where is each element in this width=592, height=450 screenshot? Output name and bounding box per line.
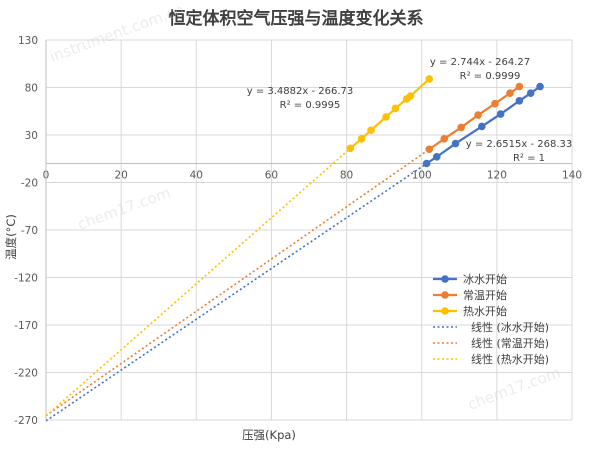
gridlines (45, 39, 573, 421)
x-tick-label: 100 (412, 170, 432, 182)
x-tick-label: 80 (340, 170, 353, 182)
data-point (440, 135, 449, 143)
legend-marker (441, 275, 449, 283)
x-tick-label: 40 (190, 170, 203, 182)
data-point (491, 99, 499, 108)
y-axis-label: 温度(°C) (4, 214, 18, 260)
data-point (422, 159, 431, 168)
data-point (536, 82, 544, 91)
watermark: chem17.com (465, 363, 563, 413)
data-point (515, 97, 524, 105)
data-point (391, 104, 400, 113)
x-tick-label: 20 (114, 170, 127, 182)
data-point (432, 153, 441, 161)
data-point (478, 122, 486, 131)
data-point (425, 145, 434, 154)
x-axis-label: 压强(Kpa) (242, 428, 296, 442)
data-point (425, 75, 434, 83)
data-point (346, 144, 355, 153)
legend-entry: 热水开始 (463, 304, 507, 318)
data-point (526, 89, 535, 97)
y-tick-label: -270 (14, 415, 38, 427)
data-point (357, 135, 366, 143)
legend-entry: 常温开始 (463, 288, 507, 302)
y-tick-label: -220 (14, 368, 38, 380)
legend-entry: 线性 (冰水开始) (471, 320, 549, 334)
trendline (45, 85, 520, 417)
data-point (382, 113, 390, 121)
y-tick-label: 80 (25, 83, 38, 95)
data-point (474, 111, 482, 119)
legend-entry: 线性 (热水开始) (471, 352, 549, 366)
data-point (515, 82, 524, 91)
y-tick-label: -170 (14, 320, 38, 332)
legend-entry: 线性 (常温开始) (471, 336, 549, 350)
data-point (367, 126, 375, 135)
legend-marker (441, 291, 449, 299)
watermark: instrument.com.cn (47, 0, 186, 65)
y-tick-label: 130 (18, 35, 38, 47)
trendline-equation: y = 3.4882x - 266.73 (247, 86, 354, 97)
data-point (457, 123, 465, 132)
y-tick-label: -20 (21, 178, 38, 190)
trendlines (45, 78, 541, 422)
x-tick-label: 140 (562, 170, 582, 182)
x-tick-label: 120 (487, 170, 507, 182)
trendline-r2: R² = 1 (513, 153, 545, 164)
trendline-equation: y = 2.744x - 264.27 (430, 57, 530, 68)
watermark: chem17.com (75, 183, 173, 233)
trendline-r2: R² = 0.9999 (460, 71, 521, 82)
y-tick-label: 30 (25, 130, 38, 142)
y-tick-label: -120 (14, 273, 38, 285)
trendline-r2: R² = 0.9995 (280, 100, 341, 111)
x-tick-label: 60 (265, 170, 278, 182)
legend-marker (441, 307, 449, 315)
legend-entry: 冰水开始 (463, 272, 507, 286)
data-series (346, 75, 544, 168)
data-point (406, 92, 415, 100)
data-point (496, 110, 505, 118)
y-tick-label: -70 (21, 225, 38, 237)
trendline-equations: y = 2.6515x - 268.33 R² = 1 y = 2.744x - 2… (247, 57, 573, 164)
chart-title: 恒定体积空气压强与温度变化关系 (169, 8, 424, 29)
data-point (506, 89, 514, 97)
data-point (451, 139, 460, 148)
trendline-equation: y = 2.6515x - 268.33 (466, 139, 573, 150)
